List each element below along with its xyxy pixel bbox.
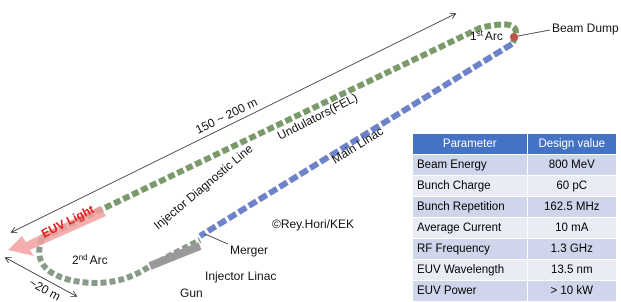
- table-cell: 10 mA: [527, 218, 617, 239]
- undulators-label: Undulators(FEL): [275, 90, 360, 142]
- table-cell: Beam Energy: [413, 155, 528, 176]
- injector-linac: [150, 246, 200, 266]
- length-label: 150 ~ 200 m: [193, 95, 259, 137]
- leader: [205, 234, 228, 244]
- table-cell: Bunch Repetition: [413, 197, 528, 218]
- table-cell: EUV Wavelength: [413, 260, 528, 281]
- merger-label: Merger: [230, 243, 268, 257]
- table-cell: 162.5 MHz: [527, 197, 617, 218]
- gun-label: Gun: [180, 286, 203, 300]
- arc2-line: [39, 238, 200, 283]
- table-cell: 60 pC: [527, 176, 617, 197]
- header-cell: Design value: [527, 134, 617, 155]
- injector-diagnostic-label: Injector Diagnostic Line: [151, 141, 256, 232]
- table-cell: Bunch Charge: [413, 176, 528, 197]
- page: 1stArc Beam Dump 150 ~ 200 m Undulators(…: [0, 0, 621, 302]
- table-cell: Average Current: [413, 218, 528, 239]
- table-cell: RF Frequency: [413, 239, 528, 260]
- table-row: EUV Power> 10 kW: [413, 281, 617, 302]
- main-linac-label: Main Linac: [329, 124, 386, 167]
- table-cell: 13.5 nm: [527, 260, 617, 281]
- table-cell: 800 MeV: [527, 155, 617, 176]
- beam-dump-label: Beam Dump: [552, 21, 619, 35]
- table-cell: > 10 kW: [527, 281, 617, 302]
- table-cell: EUV Power: [413, 281, 528, 302]
- leader: [518, 30, 550, 36]
- beam-dump-icon: [510, 33, 518, 41]
- credit: ©Rey.Hori/KEK: [272, 217, 354, 231]
- table-cell: 1.3 GHz: [527, 239, 617, 260]
- injector-linac-label: Injector Linac: [205, 269, 276, 283]
- header-cell: Parameter: [413, 134, 528, 155]
